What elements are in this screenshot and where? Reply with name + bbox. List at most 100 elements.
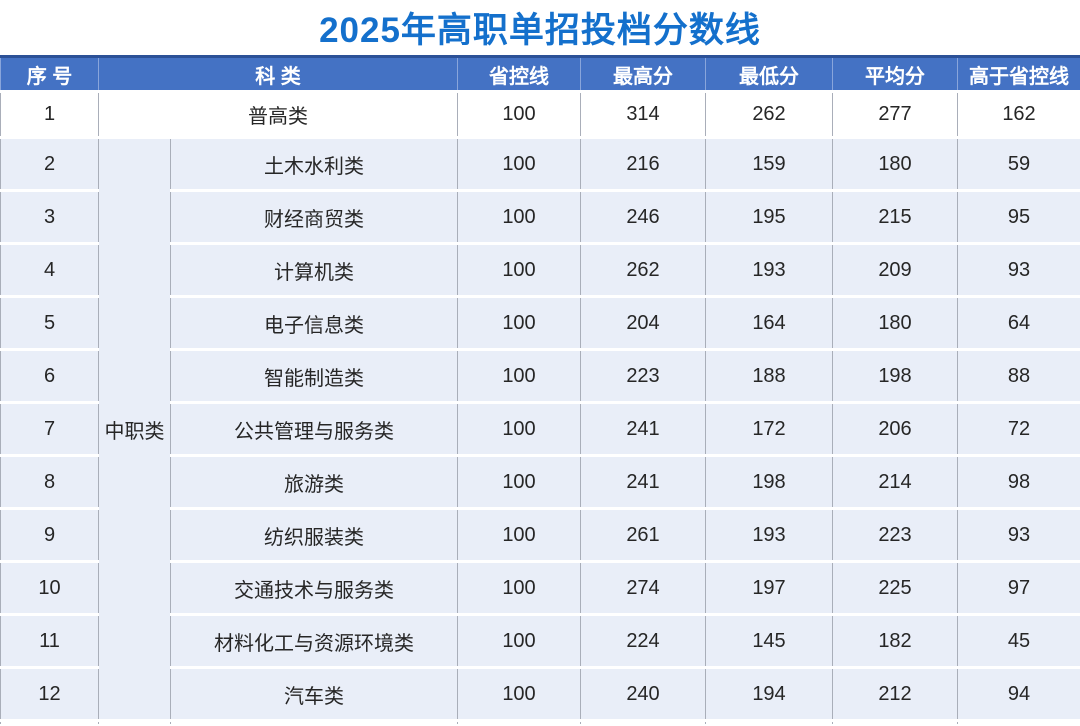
cell-max-score: 246 <box>580 190 706 245</box>
cell-above-control: 59 <box>957 137 1080 192</box>
cell-avg-score: 206 <box>832 402 958 457</box>
cell-category: 土木水利类 <box>170 137 458 192</box>
cell-max-score: 240 <box>580 667 706 722</box>
cell-empty <box>0 719 99 724</box>
cell-min-score: 193 <box>705 508 833 563</box>
cell-max-score: 204 <box>580 296 706 351</box>
cell-above-control: 98 <box>957 455 1080 510</box>
cell-max-score: 241 <box>580 455 706 510</box>
cell-control-line: 100 <box>457 137 581 192</box>
cell-empty <box>832 719 958 724</box>
cell-avg-score: 212 <box>832 667 958 722</box>
cell-no: 4 <box>0 243 99 298</box>
cell-min-score: 198 <box>705 455 833 510</box>
title-bar: 2025年高职单招投档分数线 <box>0 0 1080 55</box>
column-header-max-score: 最高分 <box>580 55 706 93</box>
cell-empty <box>705 719 833 724</box>
cell-control-line: 100 <box>457 561 581 616</box>
column-header-control-line: 省控线 <box>457 55 581 93</box>
cell-control-line: 100 <box>457 455 581 510</box>
cell-category: 电子信息类 <box>170 296 458 351</box>
table-row: 1 普高类 100 314 262 277 162 <box>0 91 1080 139</box>
cell-category: 汽车类 <box>170 667 458 722</box>
table-row: 8 旅游类 100 241 198 214 98 <box>0 455 1080 510</box>
cell-min-score: 164 <box>705 296 833 351</box>
cell-above-control: 72 <box>957 402 1080 457</box>
cell-empty <box>457 719 581 724</box>
cell-avg-score: 277 <box>832 91 958 139</box>
cell-category: 交通技术与服务类 <box>170 561 458 616</box>
table-row: 11 材料化工与资源环境类 100 224 145 182 45 <box>0 614 1080 669</box>
cell-no: 7 <box>0 402 99 457</box>
cell-merged-category: 中职类 <box>98 137 171 722</box>
cell-min-score: 159 <box>705 137 833 192</box>
table-row: 2 中职类 土木水利类 100 216 159 180 59 <box>0 137 1080 722</box>
cell-no: 5 <box>0 296 99 351</box>
column-header-min-score: 最低分 <box>705 55 833 93</box>
cell-empty <box>170 719 458 724</box>
cell-category: 旅游类 <box>170 455 458 510</box>
cell-category: 纺织服装类 <box>170 508 458 563</box>
cell-no: 12 <box>0 667 99 722</box>
cell-control-line: 100 <box>457 190 581 245</box>
cell-no: 11 <box>0 614 99 669</box>
table-row: 12 汽车类 100 240 194 212 94 <box>0 667 1080 722</box>
table-row-partial <box>0 719 1080 724</box>
table-row: 5 电子信息类 100 204 164 180 64 <box>0 296 1080 351</box>
cell-empty <box>98 719 171 724</box>
cell-category: 材料化工与资源环境类 <box>170 614 458 669</box>
cell-max-score: 261 <box>580 508 706 563</box>
cell-empty <box>957 719 1080 724</box>
page-title: 2025年高职单招投档分数线 <box>319 11 761 50</box>
cell-avg-score: 198 <box>832 349 958 404</box>
cell-empty <box>580 719 706 724</box>
cell-no: 6 <box>0 349 99 404</box>
cell-avg-score: 182 <box>832 614 958 669</box>
cell-avg-score: 225 <box>832 561 958 616</box>
score-table: 序 号 科 类 省控线 最高分 最低分 平均分 高于省控线 1 普高类 100 … <box>0 55 1080 724</box>
cell-category: 普高类 <box>98 91 458 139</box>
cell-no: 2 <box>0 137 99 192</box>
column-header-avg-score: 平均分 <box>832 55 958 93</box>
cell-max-score: 241 <box>580 402 706 457</box>
cell-no: 9 <box>0 508 99 563</box>
cell-avg-score: 180 <box>832 296 958 351</box>
table-row: 6 智能制造类 100 223 188 198 88 <box>0 349 1080 404</box>
cell-above-control: 95 <box>957 190 1080 245</box>
cell-avg-score: 180 <box>832 137 958 192</box>
cell-control-line: 100 <box>457 402 581 457</box>
cell-above-control: 88 <box>957 349 1080 404</box>
cell-max-score: 216 <box>580 137 706 192</box>
cell-control-line: 100 <box>457 243 581 298</box>
cell-max-score: 224 <box>580 614 706 669</box>
cell-category: 智能制造类 <box>170 349 458 404</box>
cell-category: 计算机类 <box>170 243 458 298</box>
cell-max-score: 262 <box>580 243 706 298</box>
cell-above-control: 93 <box>957 243 1080 298</box>
cell-control-line: 100 <box>457 91 581 139</box>
cell-category: 公共管理与服务类 <box>170 402 458 457</box>
cell-above-control: 162 <box>957 91 1080 139</box>
cell-above-control: 97 <box>957 561 1080 616</box>
header-row: 序 号 科 类 省控线 最高分 最低分 平均分 高于省控线 <box>0 55 1080 93</box>
cell-control-line: 100 <box>457 296 581 351</box>
cell-min-score: 172 <box>705 402 833 457</box>
column-header-category: 科 类 <box>98 55 458 93</box>
cell-max-score: 223 <box>580 349 706 404</box>
cell-max-score: 274 <box>580 561 706 616</box>
cell-min-score: 195 <box>705 190 833 245</box>
cell-min-score: 193 <box>705 243 833 298</box>
cell-above-control: 93 <box>957 508 1080 563</box>
table-row: 7 公共管理与服务类 100 241 172 206 72 <box>0 402 1080 457</box>
table-row: 10 交通技术与服务类 100 274 197 225 97 <box>0 561 1080 616</box>
cell-category: 财经商贸类 <box>170 190 458 245</box>
cell-no: 10 <box>0 561 99 616</box>
cell-no: 3 <box>0 190 99 245</box>
cell-max-score: 314 <box>580 91 706 139</box>
cell-min-score: 197 <box>705 561 833 616</box>
cell-above-control: 45 <box>957 614 1080 669</box>
cell-min-score: 145 <box>705 614 833 669</box>
cell-no: 8 <box>0 455 99 510</box>
cell-above-control: 94 <box>957 667 1080 722</box>
